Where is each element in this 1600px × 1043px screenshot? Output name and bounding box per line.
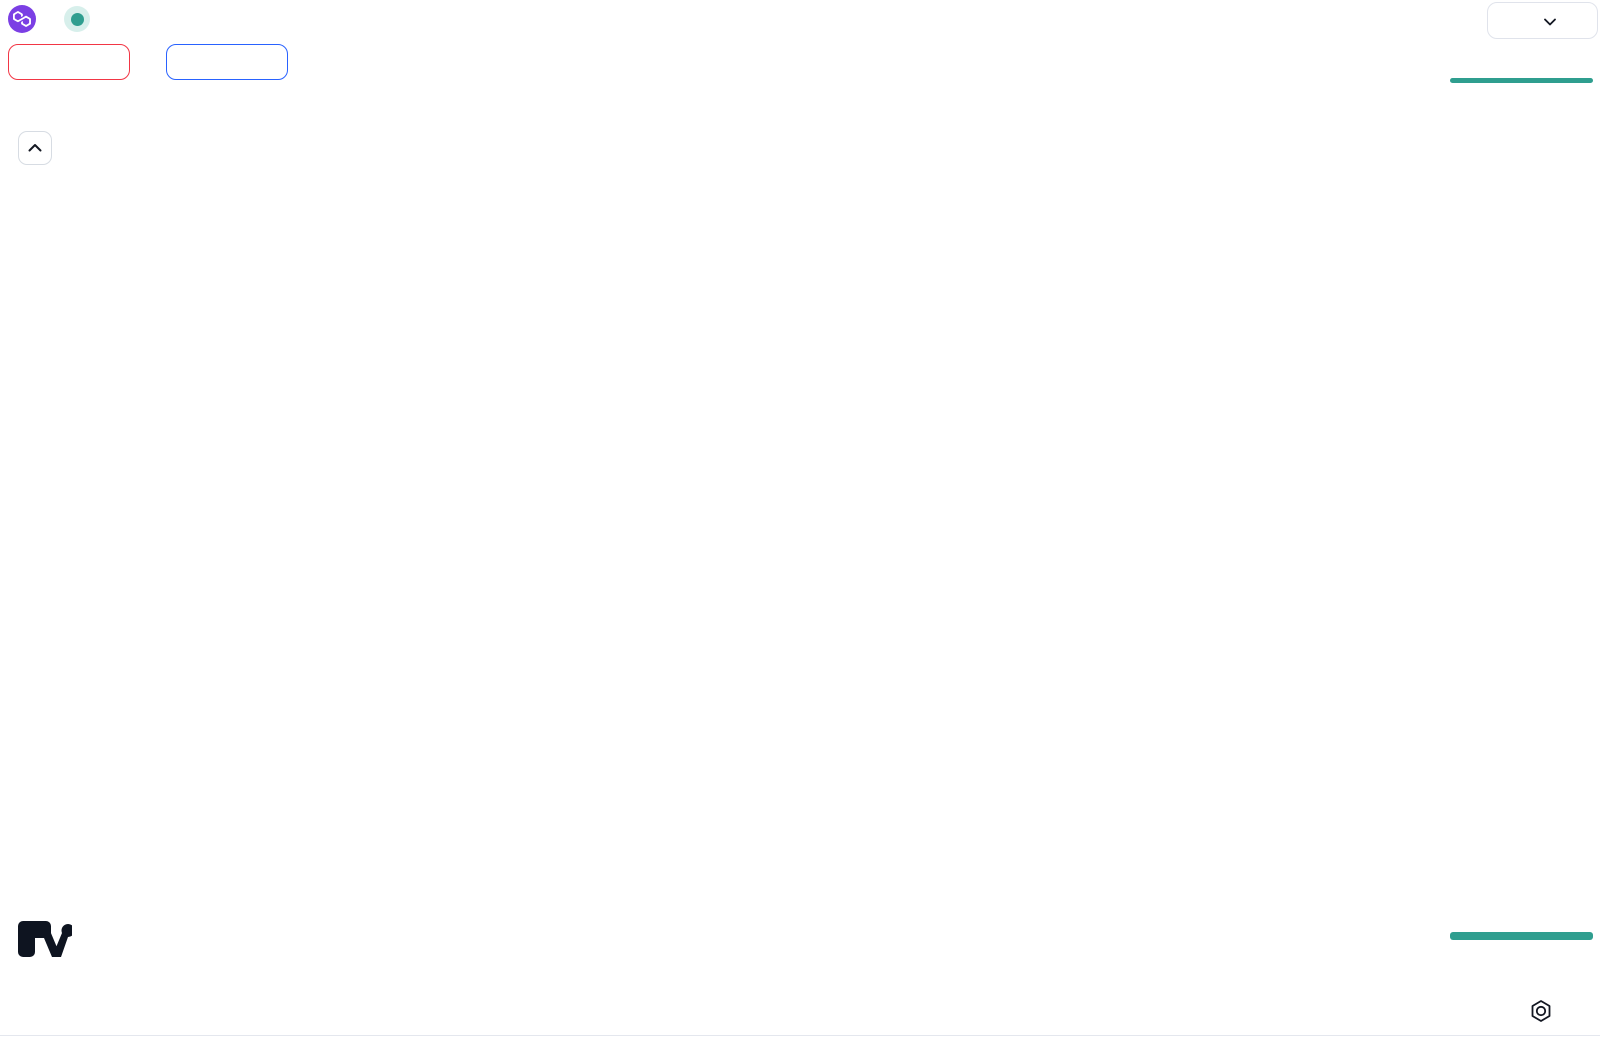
currency-button[interactable] [1487,2,1598,39]
time-axis[interactable] [0,1002,1600,1043]
last-price-badge [1450,78,1593,83]
collapse-legend-button[interactable] [18,131,52,165]
volume-badge [1450,932,1593,940]
sell-bid-button[interactable] [8,44,130,80]
bottom-border [0,1035,1600,1036]
chart-legend-header [8,4,156,34]
tradingview-logo-icon [10,916,77,967]
chevron-up-icon [28,139,42,157]
axis-settings-button[interactable] [1527,999,1555,1027]
tradingview-watermark[interactable] [10,916,82,967]
volume-legend [8,96,22,122]
polygon-logo-icon [8,5,36,33]
market-status-icon[interactable] [64,6,90,32]
quote-row [8,43,288,81]
gear-icon [1528,998,1554,1029]
buy-ask-button[interactable] [166,44,288,80]
chevron-down-icon [1543,11,1556,31]
price-axis[interactable] [1448,0,1600,1043]
